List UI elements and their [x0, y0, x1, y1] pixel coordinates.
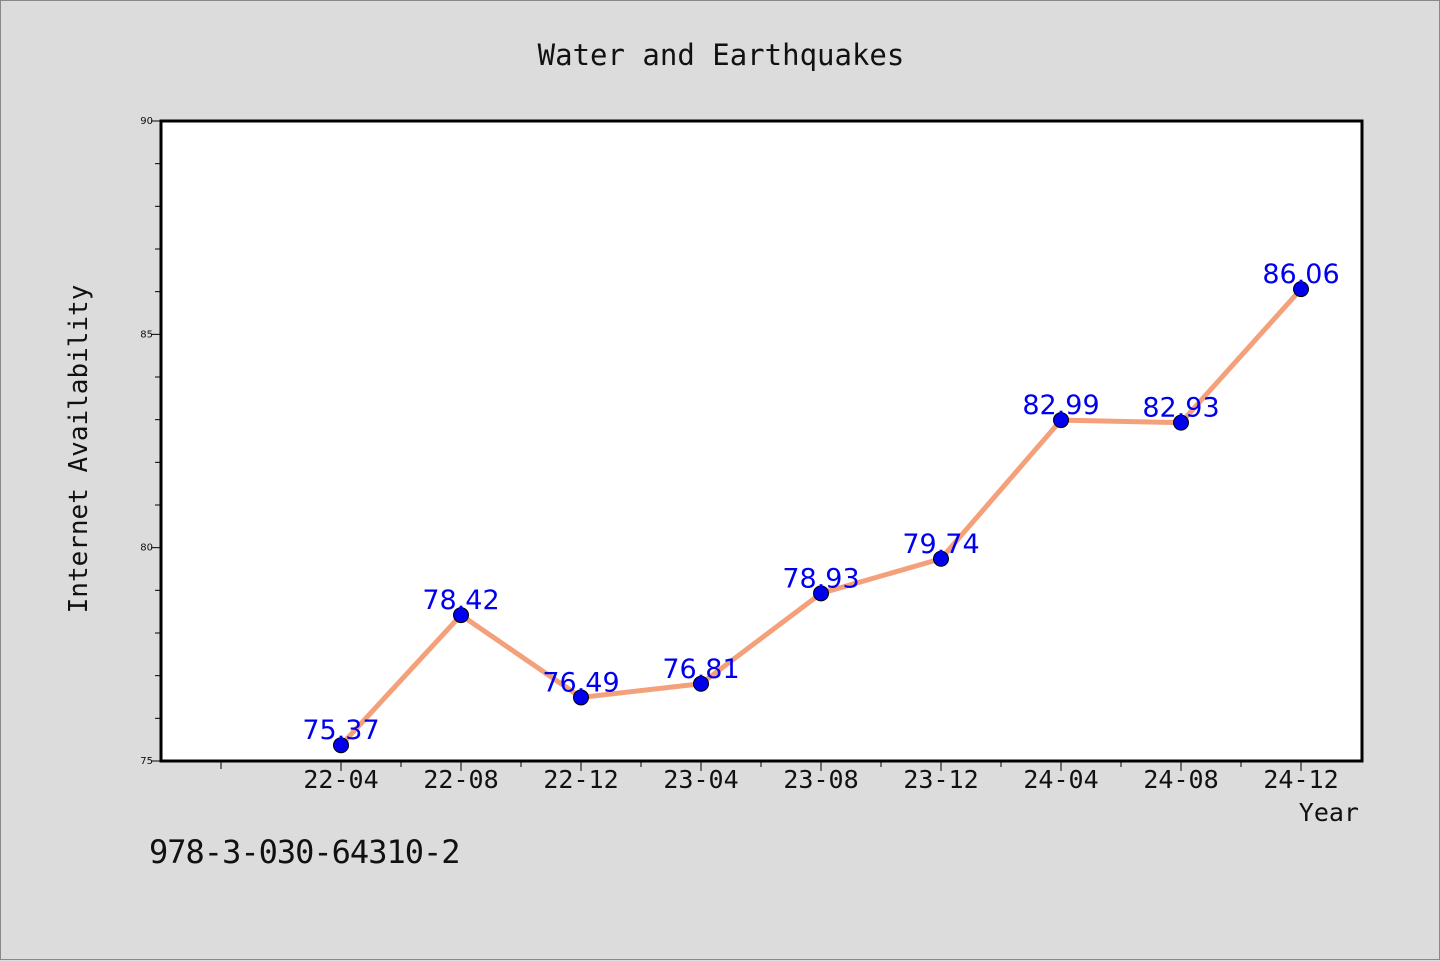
data-label: 78.93: [782, 563, 859, 594]
data-label: 75.37: [302, 715, 379, 746]
data-point: [333, 737, 349, 754]
data-label: 76.81: [662, 654, 739, 685]
y-axis-label: Internet Availability: [64, 285, 94, 614]
data-point: [693, 675, 709, 692]
x-axis-label: Year: [1299, 798, 1359, 827]
data-labels: 75.37 78.42 76.49 76.81 78.93 79.74 82.99 82.93…: [302, 259, 1339, 746]
isbn-text: 978-3-030-64310-2: [149, 833, 461, 871]
y-tick-label: 90: [140, 116, 153, 127]
data-point: [1053, 412, 1069, 429]
chart-title: Water and Earthquakes: [538, 38, 905, 72]
x-tick-label: 22-08: [423, 765, 498, 794]
data-point: [1173, 414, 1189, 431]
data-label: 78.42: [422, 585, 499, 616]
x-tick-label: 23-04: [663, 765, 738, 794]
data-point: [453, 607, 469, 624]
x-tick-label: 23-08: [783, 765, 858, 794]
x-tick-label: 24-04: [1023, 765, 1098, 794]
data-label: 86.06: [1262, 259, 1339, 290]
x-tick-label: 22-12: [543, 765, 618, 794]
x-axis: 22-04 22-08 22-12 23-04 23-08 23-12 24-04 24-08…: [220, 761, 1339, 794]
y-tick-label: 85: [140, 329, 153, 340]
data-label: 76.49: [542, 667, 619, 698]
data-point: [933, 550, 949, 567]
data-label: 79.74: [902, 529, 979, 560]
y-tick-label: 80: [140, 543, 153, 554]
data-point: [813, 585, 829, 602]
plot-border: [159, 119, 1364, 763]
series-markers: [333, 281, 1309, 754]
x-tick-label: 22-04: [303, 765, 378, 794]
data-point: [573, 689, 589, 706]
x-tick-label: 24-08: [1143, 765, 1218, 794]
y-tick-label: 75: [140, 756, 153, 767]
x-tick-label: 24-12: [1263, 765, 1338, 794]
y-axis: 75 80 85 90: [140, 116, 161, 767]
data-point: [1293, 281, 1309, 298]
data-label: 82.93: [1142, 393, 1219, 424]
plot-area: [161, 121, 1362, 761]
x-tick-label: 23-12: [903, 765, 978, 794]
data-label: 82.99: [1022, 390, 1099, 421]
